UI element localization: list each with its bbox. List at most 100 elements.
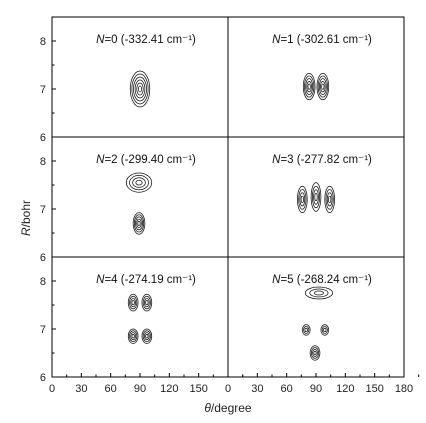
contour-lobe-1 <box>141 293 153 312</box>
panel-label: N=0 (-332.41 cm⁻¹) <box>96 34 196 46</box>
contour-line <box>304 75 315 98</box>
state-label: =2 (-299.40 cm⁻¹) <box>104 154 196 166</box>
contour-line <box>311 185 321 209</box>
contour-line <box>310 347 320 359</box>
contour-line <box>321 326 328 334</box>
contour-line <box>131 334 135 339</box>
contour-line <box>313 290 324 296</box>
contour-lobe-2 <box>324 185 335 213</box>
state-symbol: N <box>272 274 281 286</box>
contour-line <box>320 80 326 93</box>
contour-line <box>127 293 139 312</box>
contour-lobe-1 <box>301 324 311 336</box>
contour-line <box>301 324 311 336</box>
contour-line <box>144 332 150 341</box>
x-tick-label: 90 <box>134 383 146 395</box>
contour-line <box>135 216 143 231</box>
panel-label: N=4 (-274.19 cm⁻¹) <box>96 274 196 286</box>
state-symbol: N <box>96 34 105 46</box>
y-tick-label: 6 <box>40 252 46 264</box>
contour-line <box>302 73 316 101</box>
contour-line <box>133 214 145 233</box>
state-symbol: N <box>272 34 281 46</box>
contour-line <box>316 73 330 101</box>
contour-lobe-1 <box>310 182 322 212</box>
contour-line <box>135 179 143 186</box>
panel-label: N=2 (-299.40 cm⁻¹) <box>96 154 196 166</box>
x-tick-label: 150 <box>189 383 207 395</box>
contour-line <box>309 288 329 298</box>
panel-2: N=2 (-299.40 cm⁻¹) <box>51 136 229 258</box>
contour-line <box>145 300 149 306</box>
contour-lobe-2 <box>127 328 139 344</box>
state-label: =0 (-332.41 cm⁻¹) <box>104 34 196 46</box>
contour-line <box>298 189 307 210</box>
contour-line <box>129 175 149 191</box>
contour-lobe-0 <box>304 286 333 300</box>
x-tick-label: 120 <box>336 383 354 395</box>
tick-labels: 6 7 8 6 7 8 6 7 8 0 30 60 90 120 150 0 30 60 90 120 150 180 <box>40 36 413 395</box>
contour-line <box>136 218 142 229</box>
contour-lobe-2 <box>320 324 330 336</box>
contour-line <box>142 330 151 342</box>
contour-line <box>299 192 306 207</box>
contour-line <box>125 172 153 193</box>
x-tick-label: 30 <box>251 383 263 395</box>
contour-line <box>309 345 321 361</box>
y-tick-label: 8 <box>40 36 46 48</box>
contour-line <box>132 212 146 235</box>
state-symbol: N <box>96 274 105 286</box>
contour-lobe-3 <box>141 328 153 344</box>
contour-line <box>314 193 318 201</box>
y-tick-label: 7 <box>40 84 46 96</box>
panel-0: N=0 (-332.41 cm⁻¹) <box>51 16 229 138</box>
panel-label: N=3 (-277.82 cm⁻¹) <box>272 154 372 166</box>
tick-marks <box>51 16 420 378</box>
contour-lobe-1 <box>132 212 146 235</box>
x-tick-label: 0 <box>49 383 55 395</box>
contour-line <box>145 334 149 339</box>
state-symbol: N <box>272 154 281 166</box>
contour-line <box>312 349 318 357</box>
contour-lobe-0 <box>302 73 316 101</box>
state-symbol: N <box>96 154 105 166</box>
contour-lobe-0 <box>129 70 151 108</box>
x-tick-label: 90 <box>310 383 322 395</box>
x-tick-label: 150 <box>365 383 383 395</box>
contour-lobe-1 <box>316 73 330 101</box>
panel-4: N=4 (-274.19 cm⁻¹) <box>51 256 229 378</box>
x-tick-label: 180 <box>395 383 413 395</box>
contour-line <box>328 195 332 204</box>
x-axis-title: θ/degree <box>204 401 252 415</box>
contour-line <box>133 76 147 102</box>
contour-line <box>144 298 150 308</box>
panel-grid: N=0 (-332.41 cm⁻¹) N=1 (-302.61 cm⁻¹)N=2 … <box>51 16 405 378</box>
contour-line <box>313 350 317 356</box>
contour-line <box>129 330 138 342</box>
contour-line <box>300 195 304 204</box>
y-axis-title: R/bohr <box>19 200 33 236</box>
contour-lobe-0 <box>297 185 308 213</box>
contour-line <box>130 298 136 308</box>
x-tick-label: 120 <box>160 383 178 395</box>
contour-line <box>304 286 333 300</box>
contour-line <box>310 182 322 212</box>
contour-line <box>324 185 335 213</box>
x-tick-label: 0 <box>225 383 231 395</box>
panel-label: N=5 (-268.24 cm⁻¹) <box>272 274 372 286</box>
y-tick-label: 8 <box>40 156 46 168</box>
state-label: =3 (-277.82 cm⁻¹) <box>280 154 372 166</box>
y-tick-label: 7 <box>40 204 46 216</box>
contour-line <box>317 75 328 98</box>
contour-line <box>306 80 312 93</box>
contour-line <box>141 293 153 312</box>
contour-lobe-0 <box>125 172 153 193</box>
state-label: =1 (-302.61 cm⁻¹) <box>280 34 372 46</box>
contour-line <box>323 327 327 333</box>
contour-line <box>318 78 327 95</box>
contour-line <box>325 189 334 210</box>
contour-line <box>313 189 319 205</box>
y-tick-label: 8 <box>40 276 46 288</box>
panel-1: N=1 (-302.61 cm⁻¹) <box>227 16 405 138</box>
